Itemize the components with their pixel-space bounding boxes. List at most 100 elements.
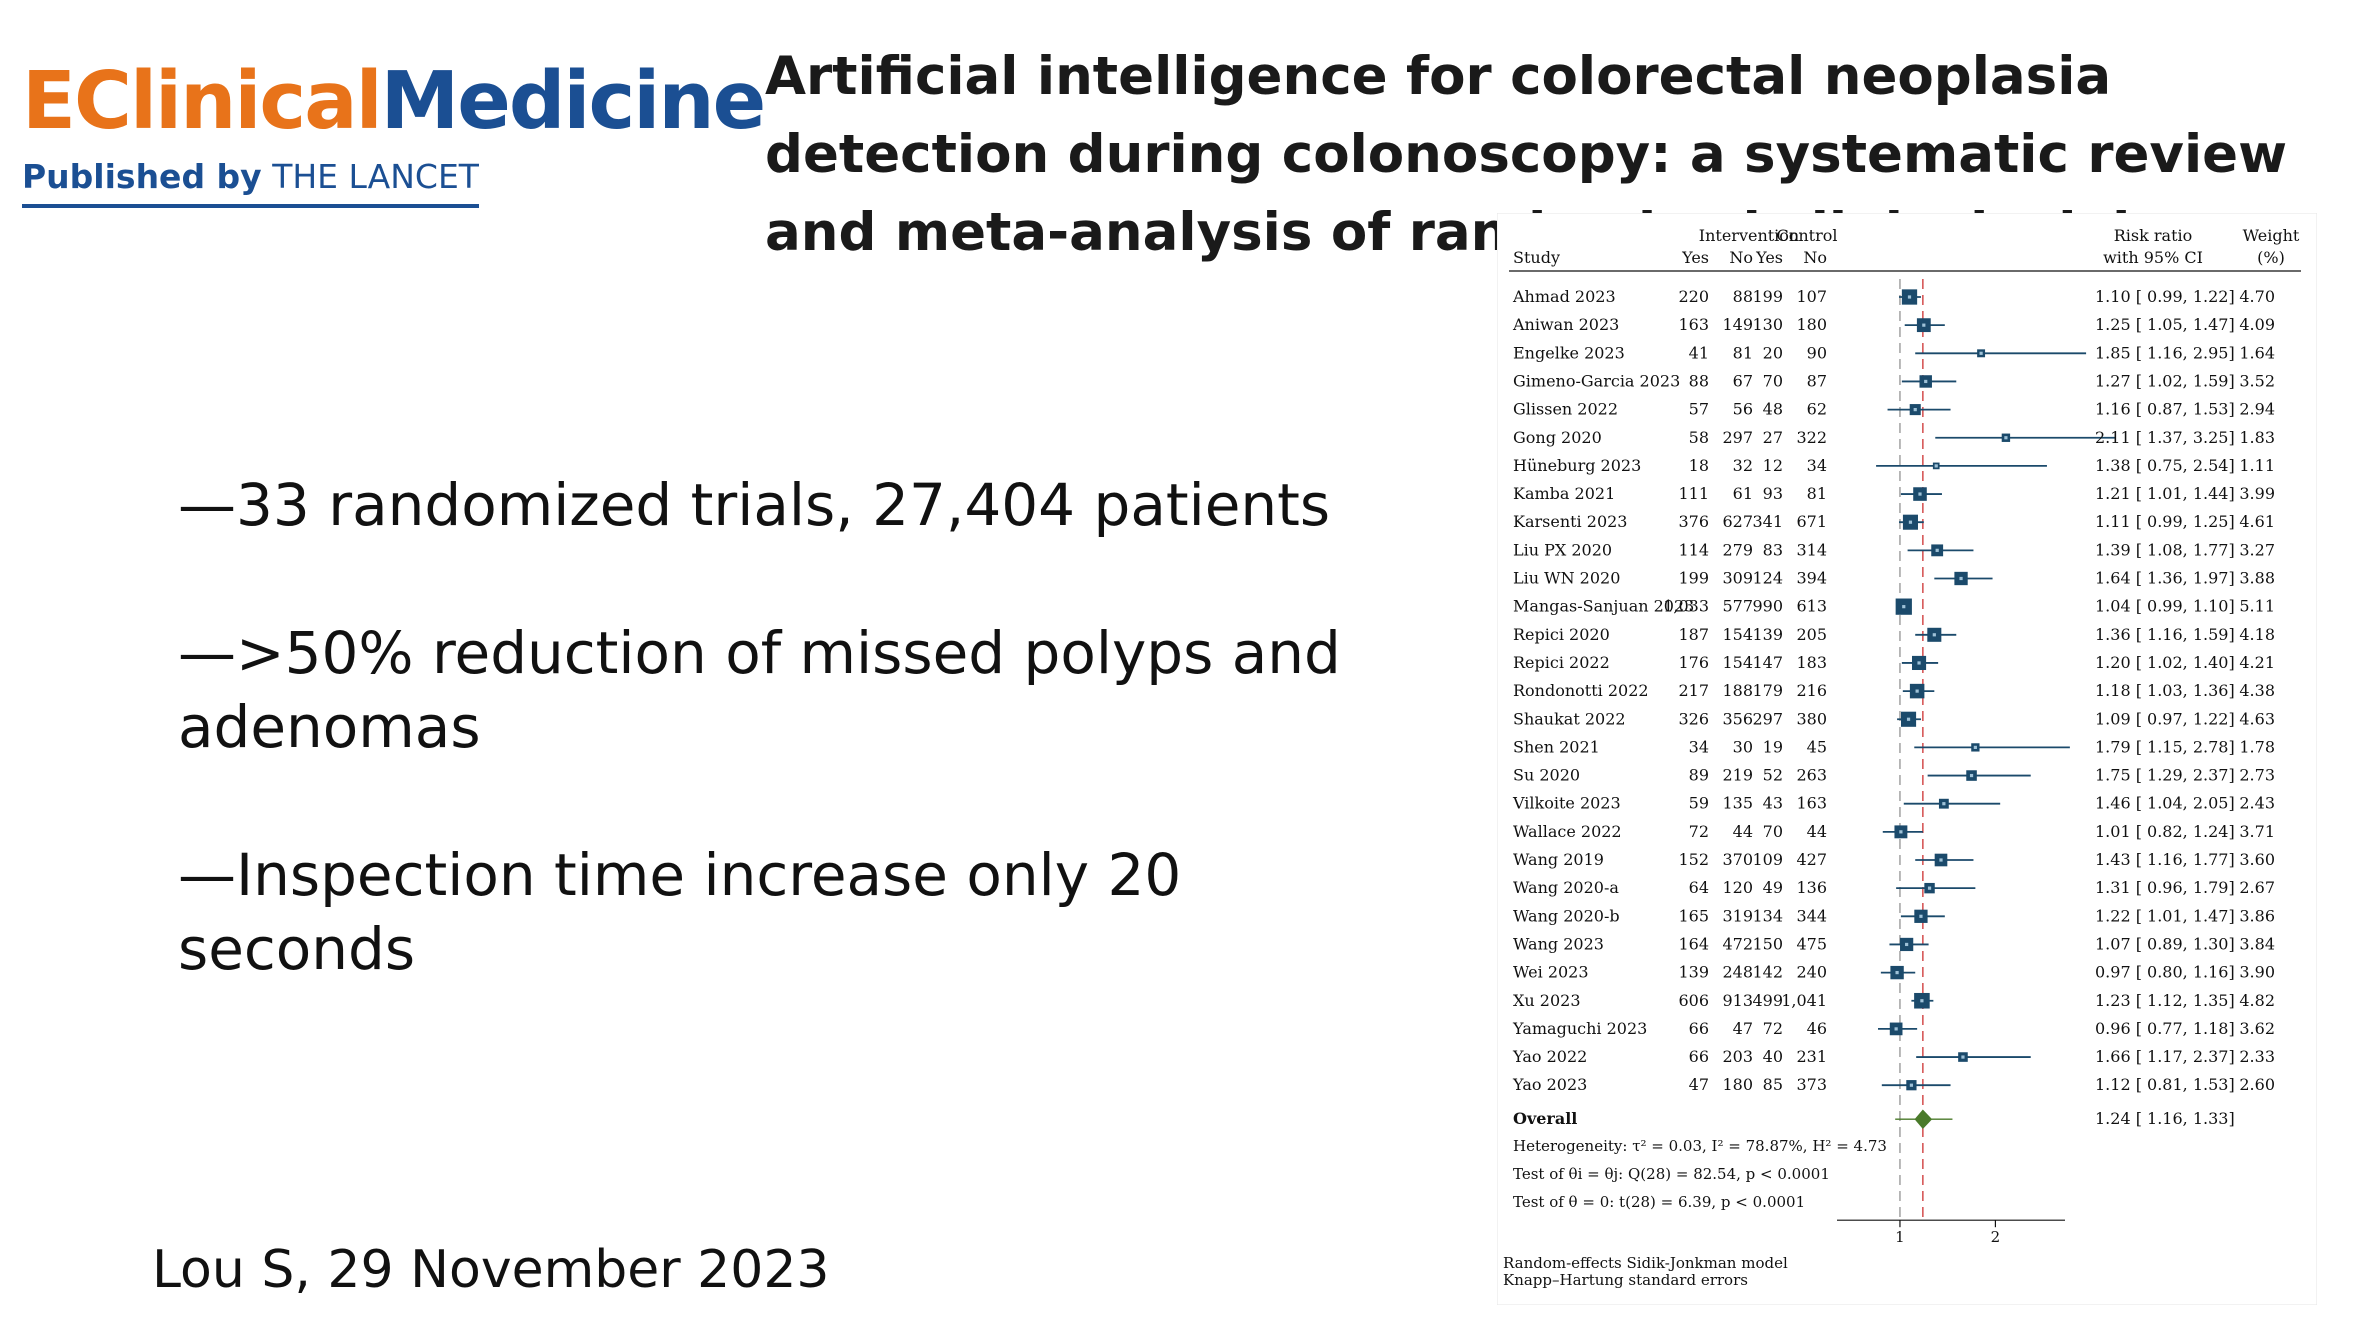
point-estimate-dot [1902,605,1906,609]
point-estimate-dot [1961,1055,1965,1059]
weight-pct: 3.71 [2239,822,2275,841]
study-name: Vilkoite 2023 [1512,794,1621,813]
point-estimate-dot [1909,1083,1914,1087]
intervention-yes: 114 [1678,540,1709,559]
control-yes: 93 [1763,484,1783,503]
intervention-yes: 139 [1678,963,1709,982]
control-yes: 48 [1763,400,1783,419]
point-estimate-dot [1959,576,1963,581]
intervention-no: 370 [1722,850,1753,869]
risk-ratio-ci: 1.79 [ 1.15, 2.78] [2095,737,2235,756]
risk-ratio-ci: 1.31 [ 0.96, 1.79] [2095,878,2235,897]
control-no: 427 [1796,850,1827,869]
control-yes: 124 [1752,569,1783,588]
weight-pct: 2.60 [2239,1075,2275,1094]
intervention-yes: 176 [1678,653,1709,672]
weight-pct: 1.64 [2239,343,2275,362]
point-estimate-dot [1927,886,1932,890]
weight-pct: 3.27 [2239,540,2275,559]
point-estimate-dot [1919,914,1923,918]
study-name: Gong 2020 [1513,428,1602,447]
weight-pct: 3.99 [2239,484,2275,503]
risk-ratio-ci: 1.27 [ 1.02, 1.59] [2095,371,2235,390]
control-no: 34 [1807,456,1827,475]
control-yes: 70 [1763,822,1783,841]
risk-ratio-ci: 1.12 [ 0.81, 1.53] [2095,1075,2235,1094]
control-yes: 147 [1752,653,1783,672]
intervention-no: 56 [1733,400,1753,419]
risk-ratio-ci: 1.10 [ 0.99, 1.22] [2095,287,2235,306]
intervention-yes: 163 [1678,315,1709,334]
publisher-line: Published by THE LANCET [22,157,479,208]
control-no: 62 [1807,400,1827,419]
control-no: 373 [1796,1075,1827,1094]
point-estimate-dot [1908,520,1913,524]
point-estimate-dot [1939,858,1943,862]
risk-ratio-ci: 1.66 [ 1.17, 2.37] [2095,1047,2235,1066]
risk-ratio-ci: 1.38 [ 0.75, 2.54] [2095,456,2235,475]
control-yes: 72 [1763,1019,1783,1038]
study-name: Kamba 2021 [1513,484,1615,503]
intervention-no: 135 [1722,794,1753,813]
control-no: 163 [1796,794,1827,813]
intervention-no: 356 [1722,709,1753,728]
intervention-yes: 18 [1689,456,1709,475]
study-name: Wallace 2022 [1513,822,1622,841]
point-estimate-dot [1932,633,1936,637]
intervention-no: 219 [1722,766,1753,785]
risk-ratio-ci: 0.97 [ 0.80, 1.16] [2095,963,2235,982]
intervention-no: 180 [1722,1075,1753,1094]
weight-pct: 5.11 [2239,597,2275,616]
heterogeneity-stat: Test of θi = θj: Q(28) = 82.54, p < 0.00… [1513,1165,1830,1183]
intervention-yes: 376 [1678,512,1709,531]
control-yes: 52 [1763,766,1783,785]
risk-ratio-ci: 0.96 [ 0.77, 1.18] [2095,1019,2235,1038]
control-yes: 12 [1763,456,1783,475]
risk-ratio-ci: 1.20 [ 1.02, 1.40] [2095,653,2235,672]
control-yes: 27 [1763,428,1783,447]
intervention-yes: 47 [1689,1075,1709,1094]
weight-pct: 3.60 [2239,850,2275,869]
control-no: 87 [1807,371,1827,390]
weight-pct: 3.52 [2239,371,2275,390]
point-estimate-dot [1942,802,1946,806]
control-no: 231 [1796,1047,1827,1066]
intervention-no: 154 [1722,653,1753,672]
intervention-yes: 59 [1689,794,1709,813]
study-name: Xu 2023 [1513,991,1581,1010]
study-name: Glissen 2022 [1513,400,1618,419]
study-name: Repici 2022 [1513,653,1610,672]
control-yes: 297 [1752,709,1783,728]
point-estimate-dot [1915,689,1919,693]
intervention-no: 279 [1722,540,1753,559]
point-estimate-dot [1905,942,1909,947]
risk-ratio-ci: 1.39 [ 1.08, 1.77] [2095,540,2235,559]
study-name: Wei 2023 [1513,963,1589,982]
control-no: 81 [1807,484,1827,503]
control-no: 216 [1796,681,1827,700]
study-name: Liu WN 2020 [1513,569,1620,588]
model-footnote: Random-effects Sidik-Jonkman model [1503,1254,1788,1272]
control-no: 240 [1796,963,1827,982]
heterogeneity-stat: Heterogeneity: τ² = 0.03, I² = 78.87%, H… [1513,1137,1887,1155]
heterogeneity-stat: Test of θ = 0: t(28) = 6.39, p < 0.0001 [1513,1193,1805,1211]
intervention-no: 627 [1722,512,1753,531]
intervention-no: 61 [1733,484,1753,503]
weight-pct: 4.21 [2239,653,2275,672]
control-yes: 49 [1763,878,1783,897]
control-yes: 499 [1752,991,1783,1010]
finding-missed-polyps: —>50% reduction of missed polyps and ade… [178,619,1341,761]
control-yes: 43 [1763,794,1783,813]
intervention-no: 319 [1722,906,1753,925]
intervention-no: 248 [1722,963,1753,982]
risk-ratio-ci: 1.23 [ 1.12, 1.35] [2095,991,2235,1010]
intervention-no: 67 [1733,371,1753,390]
point-estimate-dot [1934,464,1938,468]
intervention-yes: 152 [1678,850,1709,869]
weight-pct: 4.63 [2239,709,2275,728]
header-risk-ratio: Risk ratio [2114,226,2193,245]
intervention-no: 32 [1733,456,1753,475]
weight-pct: 4.38 [2239,681,2275,700]
risk-ratio-ci: 1.16 [ 0.87, 1.53] [2095,400,2235,419]
